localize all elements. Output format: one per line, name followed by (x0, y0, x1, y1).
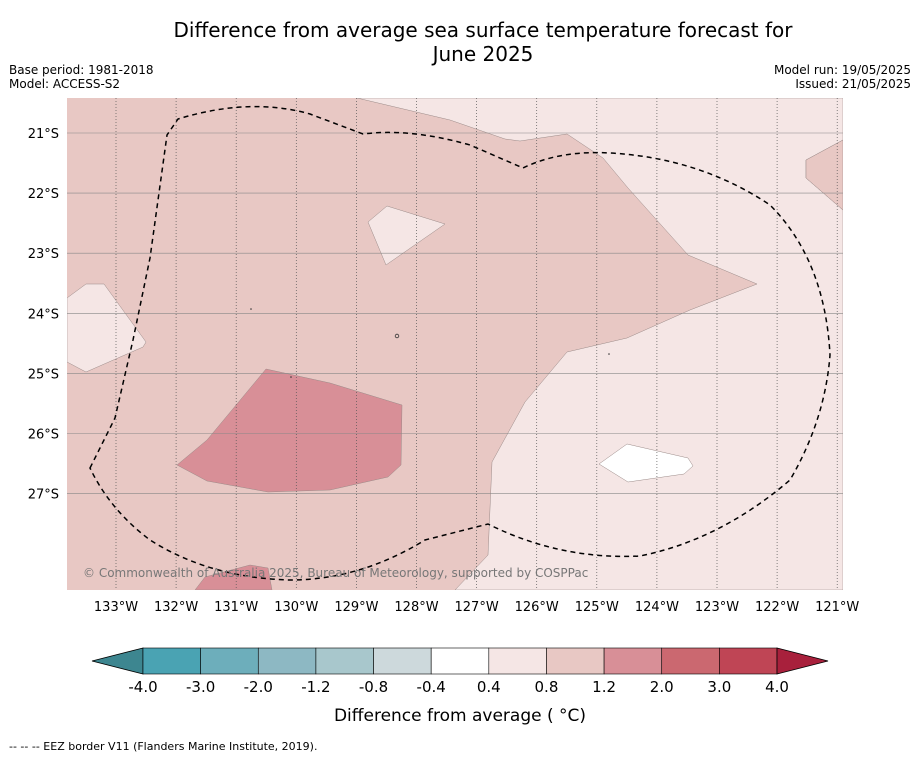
latitude-label: 26°S (28, 428, 59, 443)
shade-0.4-0.8-small (367, 205, 446, 266)
latitude-labels: 21°S 22°S 23°S 24°S 25°S 26°S 27°S (28, 127, 59, 503)
base-period: Base period: 1981-2018 (9, 63, 154, 77)
colorbar-segment (719, 647, 778, 675)
longitude-label: 126°W (515, 600, 559, 615)
model-name: Model: ACCESS-S2 (9, 77, 121, 91)
colorbar-tick-label: 4.0 (765, 678, 789, 696)
map-area: © Commonwealth of Australia 2025, Bureau… (67, 98, 843, 590)
colorbar-tick-label: 0.8 (535, 678, 559, 696)
colorbar-segment (142, 647, 201, 675)
longitude-label: 127°W (455, 600, 499, 615)
colorbar-tick-label: -2.0 (244, 678, 273, 696)
colorbar-segment (200, 647, 259, 675)
latitude-label: 21°S (28, 127, 59, 142)
longitude-labels: 133°W 132°W 131°W 130°W 129°W 128°W 127°W 126°W… (94, 600, 860, 615)
latitude-label: 27°S (28, 488, 59, 503)
colorbar-tick-label: 3.0 (707, 678, 731, 696)
shade-1.2-2.0 (176, 368, 403, 493)
sst-map: © Commonwealth of Australia 2025, Bureau… (28, 98, 860, 726)
island-marker (290, 376, 292, 378)
longitude-label: 124°W (635, 600, 679, 615)
island-marker (250, 308, 252, 310)
colorbar-under-arrow (91, 647, 144, 675)
copyright-credit: © Commonwealth of Australia 2025, Bureau… (83, 566, 588, 580)
colorbar-segment (661, 647, 720, 675)
longitude-label: 132°W (154, 600, 198, 615)
latitude-label: 24°S (28, 307, 59, 322)
model-run: Model run: 19/05/2025 (773, 63, 911, 77)
colorbar-tick-label: 0.4 (477, 678, 501, 696)
issued-date: Issued: 21/05/2025 (795, 77, 911, 91)
colorbar-segment (315, 647, 374, 675)
colorbar-tick-label: -0.8 (359, 678, 388, 696)
latitude-label: 23°S (28, 247, 59, 262)
longitude-label: 123°W (695, 600, 739, 615)
longitude-label: 129°W (334, 600, 378, 615)
colorbar-tick-label: -3.0 (186, 678, 215, 696)
colorbar-segment (430, 647, 490, 675)
shade-neutral (598, 443, 694, 483)
longitude-label: 131°W (214, 600, 258, 615)
shade-0.4-0.8-west (67, 283, 147, 373)
colorbar: -4.0 -3.0 -2.0 -1.2 -0.8 -0.4 0.4 0.8 1.2 2.0 3.0 4… (91, 647, 829, 696)
latitude-label: 22°S (28, 187, 59, 202)
colorbar-segment (257, 647, 317, 675)
longitude-label: 122°W (755, 600, 799, 615)
colorbar-segment (546, 647, 605, 675)
map-title: Difference from average sea surface temp… (0, 18, 919, 66)
eez-border (89, 105, 831, 581)
longitude-label: 130°W (274, 600, 318, 615)
longitude-label: 125°W (575, 600, 619, 615)
colorbar-segment (603, 647, 663, 675)
colorbar-tick-label: -1.2 (301, 678, 330, 696)
title-line-1: Difference from average sea surface temp… (173, 18, 793, 42)
longitude-label: 121°W (815, 600, 859, 615)
island-marker (608, 353, 610, 355)
colorbar-segment (373, 647, 432, 675)
shade-0.8-1.2-ne (805, 139, 843, 211)
colorbar-tick-label: 2.0 (650, 678, 674, 696)
colorbar-over-arrow (776, 647, 829, 675)
longitude-label: 128°W (394, 600, 438, 615)
colorbar-tick-label: -0.4 (417, 678, 446, 696)
colorbar-segment (488, 647, 547, 675)
colorbar-tick-label: 1.2 (592, 678, 616, 696)
colorbar-tick-label: -4.0 (128, 678, 157, 696)
island-marker (394, 333, 400, 339)
shade-1.2-2.0-south (194, 564, 273, 590)
colorbar-title: Difference from average ( °C) (334, 706, 586, 726)
latitude-label: 25°S (28, 367, 59, 382)
title-line-2: June 2025 (432, 42, 534, 66)
meta-left: Base period: 1981-2018 Model: ACCESS-S2 (9, 63, 154, 91)
graticule (67, 98, 843, 590)
eez-footnote: -- -- -- EEZ border V11 (Flanders Marine… (9, 740, 318, 753)
longitude-label: 133°W (94, 600, 138, 615)
meta-right: Model run: 19/05/2025 Issued: 21/05/2025 (774, 63, 911, 91)
